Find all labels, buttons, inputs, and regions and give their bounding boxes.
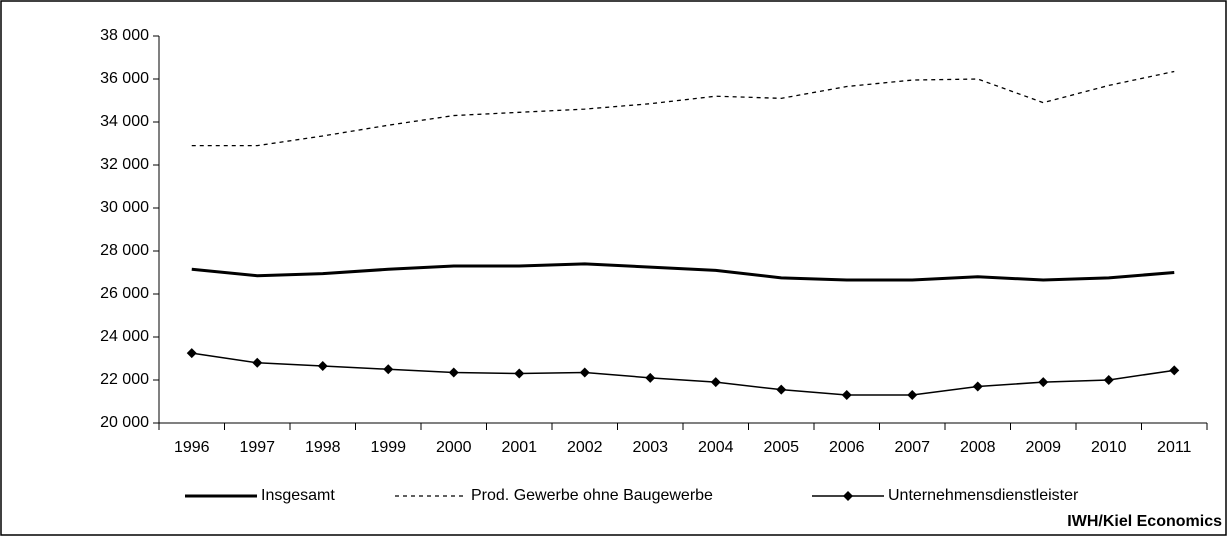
x-tick-label: 2008 <box>960 439 996 456</box>
y-tick-label: 22 000 <box>100 371 149 388</box>
marker <box>317 361 328 372</box>
y-tick-label: 32 000 <box>100 156 149 173</box>
x-tick-label: 2010 <box>1091 439 1127 456</box>
marker <box>383 364 394 375</box>
legend-label: Prod. Gewerbe ohne Baugewerbe <box>471 487 713 504</box>
source: IWH/Kiel Economics <box>1067 513 1222 530</box>
marker <box>776 384 787 395</box>
marker <box>186 348 197 359</box>
x-tick-label: 1996 <box>174 439 210 456</box>
marker <box>1169 365 1180 376</box>
y-tick-label: 34 000 <box>100 113 149 130</box>
marker <box>843 491 853 501</box>
series-line <box>191 262 1175 282</box>
marker <box>448 367 459 378</box>
marker <box>1103 375 1114 385</box>
y-tick-label: 20 000 <box>100 414 149 431</box>
legend-label: Insgesamt <box>261 487 335 504</box>
marker <box>579 367 590 378</box>
x-tick-label: 2007 <box>894 439 930 456</box>
marker <box>1038 377 1049 388</box>
x-tick-label: 2001 <box>501 439 537 456</box>
marker <box>645 372 656 383</box>
y-tick-label: 38 000 <box>100 27 149 44</box>
marker <box>907 390 918 401</box>
marker <box>710 377 721 388</box>
x-tick-label: 2002 <box>567 439 603 456</box>
y-tick-label: 28 000 <box>100 242 149 259</box>
x-tick-label: 2000 <box>436 439 472 456</box>
x-tick-label: 2005 <box>763 439 799 456</box>
x-tick-label: 1998 <box>305 439 341 456</box>
x-tick-label: 2009 <box>1025 439 1061 456</box>
marker <box>252 357 263 368</box>
series-line <box>191 352 1175 396</box>
x-tick-label: 2004 <box>698 439 734 456</box>
x-tick-label: 2011 <box>1157 439 1192 456</box>
marker <box>841 390 852 401</box>
legend-label: Unternehmensdienstleister <box>888 487 1079 504</box>
x-tick-label: 1999 <box>370 439 406 456</box>
y-tick-label: 36 000 <box>100 70 149 87</box>
y-tick-label: 26 000 <box>100 285 149 302</box>
marker <box>514 368 525 379</box>
series-line <box>191 70 1175 147</box>
y-tick-label: 24 000 <box>100 328 149 345</box>
x-tick-label: 2003 <box>632 439 668 456</box>
x-tick-label: 1997 <box>239 439 275 456</box>
y-tick-label: 30 000 <box>100 199 149 216</box>
marker <box>972 381 983 392</box>
x-tick-label: 2006 <box>829 439 865 456</box>
